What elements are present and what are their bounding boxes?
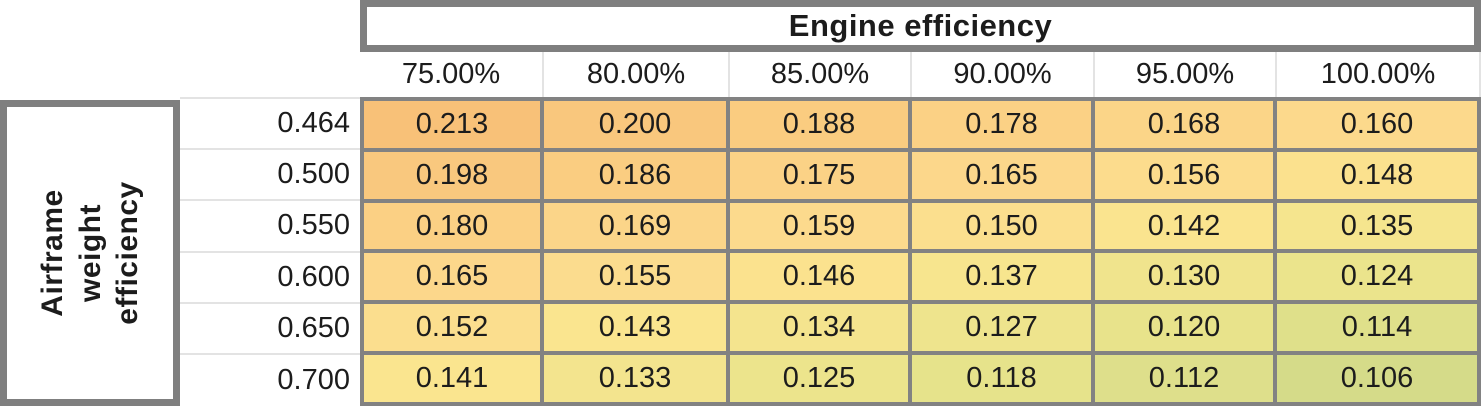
heatmap-cell[interactable]: 0.213 xyxy=(364,101,540,148)
row-header-column: 0.464 0.500 0.550 0.600 0.650 0.700 xyxy=(180,97,360,406)
row-header-cell[interactable]: 0.550 xyxy=(180,201,360,253)
heatmap-cell[interactable]: 0.178 xyxy=(912,101,1091,148)
heatmap-cell[interactable]: 0.137 xyxy=(912,253,1091,301)
heatmap-cell[interactable]: 0.175 xyxy=(730,151,908,199)
engine-efficiency-header-cell[interactable]: Engine efficiency xyxy=(360,0,1481,52)
row-header-cell[interactable]: 0.464 xyxy=(180,99,360,151)
heatmap-cell[interactable]: 0.114 xyxy=(1277,304,1477,352)
row-header-cell[interactable]: 0.500 xyxy=(180,150,360,202)
heatmap-cell[interactable]: 0.143 xyxy=(544,304,726,352)
heatmap-cell[interactable]: 0.186 xyxy=(544,151,726,199)
heatmap-grid: 0.213 0.200 0.188 0.178 0.168 0.160 0.198 0.186… xyxy=(360,97,1481,406)
heatmap-cell[interactable]: 0.180 xyxy=(364,202,540,250)
heatmap-cell[interactable]: 0.125 xyxy=(730,355,908,402)
heatmap-cell[interactable]: 0.160 xyxy=(1277,101,1477,148)
heatmap-cell[interactable]: 0.120 xyxy=(1095,304,1273,352)
heatmap-cell[interactable]: 0.168 xyxy=(1095,101,1273,148)
heatmap-cell[interactable]: 0.127 xyxy=(912,304,1091,352)
heatmap-cell[interactable]: 0.118 xyxy=(912,355,1091,402)
heatmap-cell[interactable]: 0.124 xyxy=(1277,253,1477,301)
heatmap-cell[interactable]: 0.165 xyxy=(364,253,540,301)
heatmap-cell[interactable]: 0.169 xyxy=(544,202,726,250)
column-header-cell[interactable]: 100.00% xyxy=(1275,52,1481,97)
row-header-cell[interactable]: 0.700 xyxy=(277,363,350,396)
column-header-cell[interactable]: 85.00% xyxy=(728,52,910,97)
heatmap-cell[interactable]: 0.155 xyxy=(544,253,726,301)
heatmap-cell[interactable]: 0.188 xyxy=(730,101,908,148)
heatmap-cell[interactable]: 0.146 xyxy=(730,253,908,301)
row-header-cell[interactable]: 0.600 xyxy=(180,253,360,304)
heatmap-cell[interactable]: 0.106 xyxy=(1277,355,1477,402)
column-header-cell[interactable]: 80.00% xyxy=(542,52,728,97)
column-header-cell[interactable]: 95.00% xyxy=(1093,52,1275,97)
heatmap-cell[interactable]: 0.130 xyxy=(1095,253,1273,301)
heatmap-cell[interactable]: 0.142 xyxy=(1095,202,1273,250)
heatmap-cell[interactable]: 0.112 xyxy=(1095,355,1273,402)
column-header-row: 75.00% 80.00% 85.00% 90.00% 95.00% 100.00% xyxy=(360,52,1481,97)
row-header-cell[interactable]: 0.650 xyxy=(180,304,360,355)
heatmap-cell[interactable]: 0.159 xyxy=(730,202,908,250)
column-header-cell[interactable]: 90.00% xyxy=(910,52,1093,97)
heatmap-cell[interactable]: 0.152 xyxy=(364,304,540,352)
column-header-cell[interactable]: 75.00% xyxy=(401,58,501,90)
heatmap-cell[interactable]: 0.198 xyxy=(364,151,540,199)
heatmap-cell[interactable]: 0.148 xyxy=(1277,151,1477,199)
heatmap-cell[interactable]: 0.141 xyxy=(364,355,540,402)
heatmap-cell[interactable]: 0.165 xyxy=(912,151,1091,199)
heatmap-cell[interactable]: 0.200 xyxy=(544,101,726,148)
heatmap-cell[interactable]: 0.135 xyxy=(1277,202,1477,250)
heatmap-cell[interactable]: 0.150 xyxy=(912,202,1091,250)
heatmap-cell[interactable]: 0.134 xyxy=(730,304,908,352)
airframe-weight-efficiency-header-cell[interactable]: Airframe weight efficiency xyxy=(0,100,180,406)
engine-efficiency-label: Engine efficiency xyxy=(788,8,1053,43)
airframe-weight-efficiency-label: Airframe weight efficiency xyxy=(35,181,144,325)
heatmap-cell[interactable]: 0.156 xyxy=(1095,151,1273,199)
heatmap-cell[interactable]: 0.133 xyxy=(544,355,726,402)
